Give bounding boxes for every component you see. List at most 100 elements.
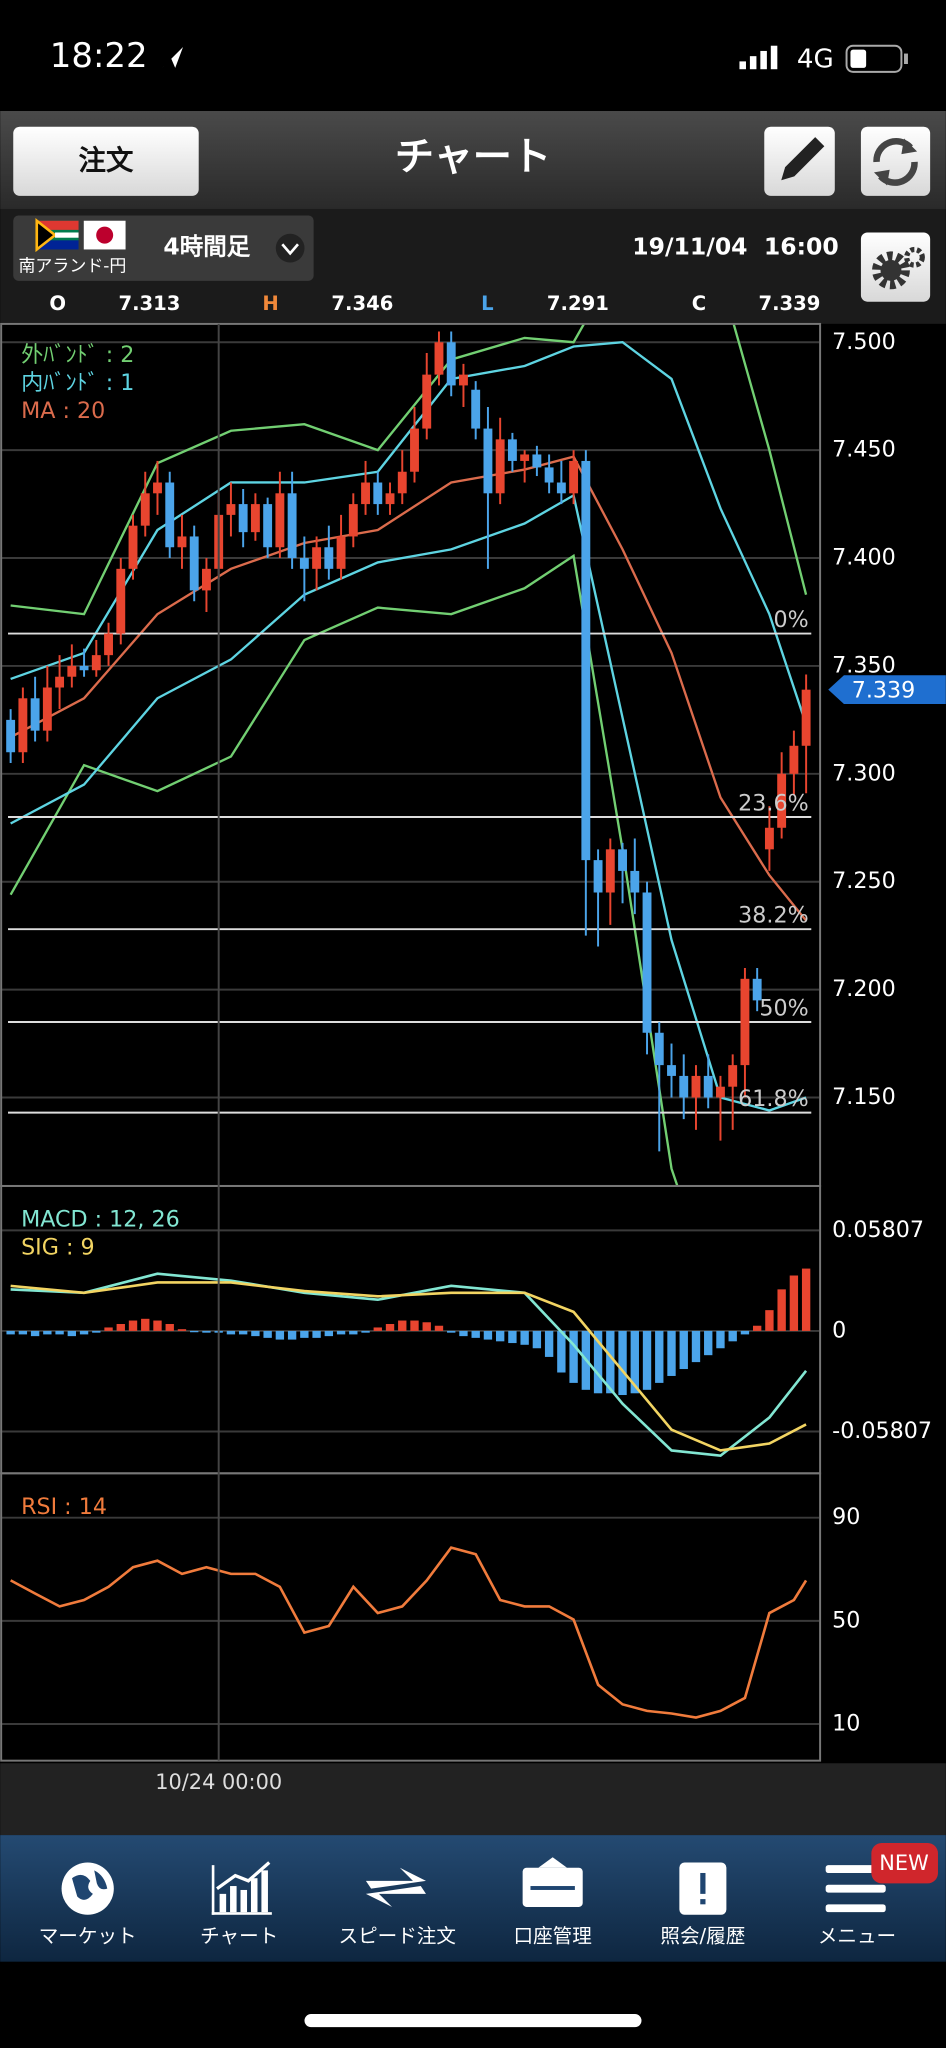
last-price-tag [828, 675, 946, 705]
plot-clip [0, 1516, 820, 1726]
candle-body [483, 428, 493, 494]
candle-body [91, 655, 101, 671]
y-tick-label: 0 [832, 1317, 846, 1343]
histogram-bar [373, 1327, 382, 1331]
menu-icon [825, 1865, 886, 1913]
y-tick-label: -0.05807 [832, 1418, 932, 1444]
candle-body [116, 568, 126, 634]
chart-icon [211, 1861, 272, 1915]
flag-jp [83, 220, 126, 250]
candle-body [740, 978, 750, 1066]
candle-body [238, 504, 248, 533]
legend-entry: 外ﾊﾞﾝﾄﾞ : 2 [21, 342, 134, 368]
histogram-bar [6, 1330, 15, 1335]
histogram-bar [679, 1330, 688, 1370]
histogram-bar [447, 1330, 456, 1333]
fib-label: 50% [759, 995, 808, 1021]
last-price-label: 7.339 [852, 677, 916, 703]
clock: 18:22 [50, 36, 148, 76]
candle-body [299, 558, 309, 569]
histogram-bar [740, 1330, 750, 1335]
histogram-bar [177, 1329, 187, 1331]
y-tick-label: 7.450 [832, 437, 896, 463]
candle-body [30, 698, 40, 731]
tab-items: NEW マーケット チャート スピード注文 口座管理 照会/履歴 メニュー [39, 1842, 938, 1947]
candle-body [679, 1075, 689, 1098]
candle-body [275, 493, 285, 548]
y-tick-label: 7.500 [832, 329, 896, 355]
y-tick-label: 7.300 [832, 760, 896, 786]
tab-label: 照会/履歴 [660, 1924, 745, 1947]
order-button[interactable] [13, 126, 199, 196]
legend-entry: MACD : 12, 26 [21, 1206, 180, 1232]
tab-label: メニュー [818, 1924, 896, 1947]
home-area [0, 1961, 946, 2048]
histogram-bar [593, 1330, 603, 1394]
histogram-bar [153, 1320, 162, 1331]
tab-bar [0, 1835, 946, 1962]
plots: 7.150 7.200 7.250 7.300 7.350 7.400 7.450 7.500… [0, 322, 946, 1762]
histogram-bar [532, 1330, 542, 1349]
y-tick-label: 90 [832, 1504, 860, 1530]
account-icon [522, 1857, 583, 1907]
candle-body [654, 1032, 664, 1066]
candle-body [459, 374, 468, 386]
candle-body [581, 460, 591, 861]
candle-body [336, 536, 346, 569]
pencil-icon [781, 137, 825, 181]
histogram-bar [398, 1320, 407, 1331]
battery-tip [904, 53, 908, 64]
candle-body [287, 493, 297, 559]
signal-icon [739, 45, 778, 70]
histogram-bar [30, 1330, 40, 1337]
new-badge-label: NEW [879, 1851, 928, 1875]
network-label: 4G [797, 45, 834, 75]
candle-body [789, 745, 799, 774]
histogram-bar [520, 1330, 529, 1345]
candle-body [165, 482, 175, 548]
time-axis: 10/24 00:00 [155, 1770, 282, 1794]
histogram-bar [495, 1330, 505, 1342]
indicator-line [10, 1281, 807, 1452]
candle-body [140, 493, 150, 526]
candle-body [642, 892, 652, 1033]
histogram-bar [483, 1330, 493, 1340]
ohlc-value: 7.313 [118, 292, 180, 315]
candle-body [189, 536, 199, 591]
histogram-bar [324, 1330, 334, 1337]
histogram-bar [79, 1330, 89, 1335]
histogram-bar [557, 1330, 566, 1373]
histogram-bar [765, 1310, 774, 1331]
tab-label: 口座管理 [514, 1924, 592, 1947]
candle-body [177, 536, 187, 548]
dropdown-button[interactable] [275, 233, 305, 263]
y-tick-label: 0.05807 [832, 1217, 924, 1243]
y-tick-label: 10 [832, 1711, 860, 1737]
histogram-bar [642, 1330, 652, 1390]
histogram-bar [655, 1330, 664, 1383]
histogram-bar [116, 1324, 125, 1331]
candle-body [520, 454, 530, 461]
histogram-bar [92, 1330, 101, 1333]
histogram-bar [336, 1330, 346, 1335]
histogram-bar [459, 1330, 468, 1337]
screen-title: チャート [395, 135, 551, 180]
histogram-bar [801, 1268, 811, 1331]
indicator-line [10, 1272, 808, 1458]
candle-body [495, 439, 505, 494]
candle-body [764, 827, 774, 850]
candle-body [605, 849, 615, 893]
candle-body [716, 1086, 725, 1098]
candle-body [728, 1065, 738, 1087]
candle-body [202, 568, 211, 591]
candle-body [79, 665, 89, 671]
histogram-bar [238, 1330, 248, 1335]
ohlc-value: 7.346 [331, 292, 393, 315]
histogram-bar [251, 1330, 260, 1337]
histogram-bar [410, 1320, 419, 1331]
histogram-bar [202, 1330, 211, 1333]
histogram-bar [630, 1330, 639, 1394]
histogram-bar [434, 1325, 444, 1331]
